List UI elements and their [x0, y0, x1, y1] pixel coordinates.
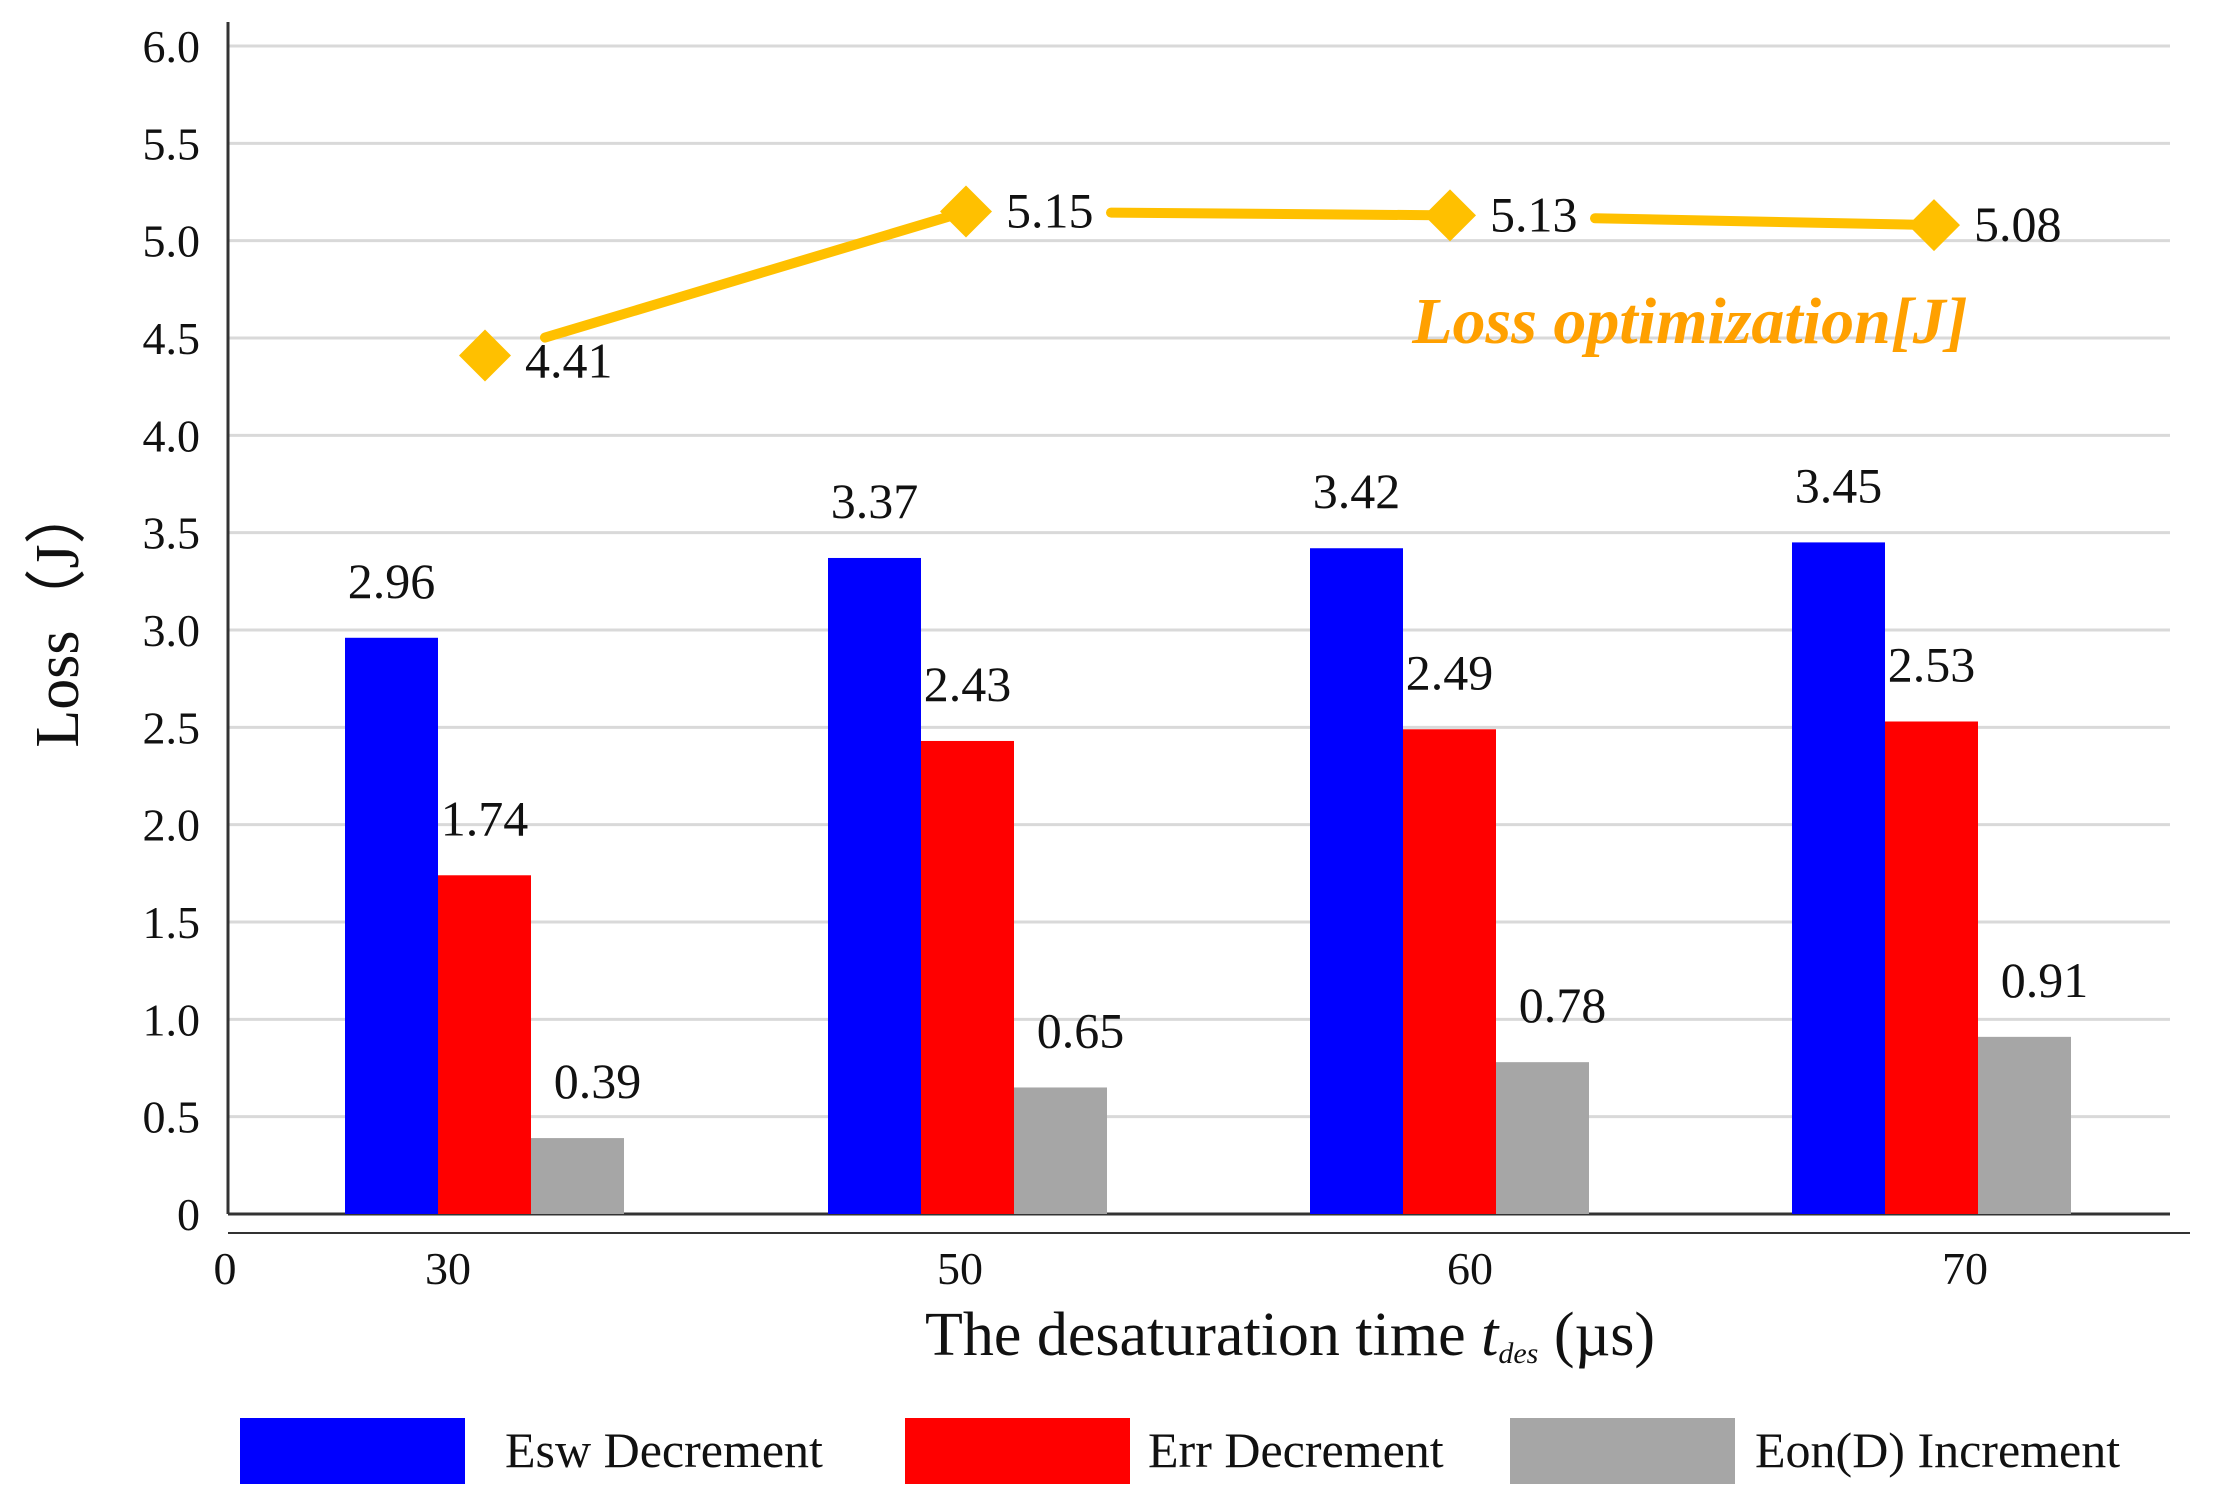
- y-tick-label: 2.5: [143, 702, 201, 753]
- bar-esw-decrement-60: [1310, 548, 1403, 1214]
- bar-eon-d-increment-70: [1978, 1036, 2071, 1214]
- y-tick-labels: 0 0.5 1.0 1.5 2.0 2.5 3.0 3.5 4.0 4.5 5.0 5.5 6.0: [143, 21, 201, 1240]
- bar-data-label: 1.74: [441, 790, 529, 846]
- x-axis-label-symbol: t: [1481, 1301, 1500, 1369]
- y-tick-label: 6.0: [143, 21, 201, 72]
- bar-esw-decrement-70: [1792, 542, 1885, 1214]
- bar-data-label: 0.65: [1037, 1002, 1125, 1058]
- x-axis-label: The desaturation time tdes (µs): [925, 1301, 1655, 1370]
- bar-data-label: 0.39: [554, 1053, 642, 1109]
- x-axis-label-suffix: (µs): [1538, 1301, 1655, 1369]
- bar-err-decrement-50: [921, 740, 1014, 1214]
- line-segment: [1106, 207, 1455, 221]
- legend: Esw Decrement Err Decrement Eon(D) Increme…: [240, 1418, 2120, 1484]
- x-tick-label: 30: [425, 1243, 471, 1294]
- bar-esw-decrement-50: [828, 557, 921, 1214]
- x-origin-label: 0: [214, 1243, 237, 1294]
- line-marker: [459, 329, 511, 382]
- x-axis-label-subscript: des: [1498, 1337, 1538, 1370]
- line-data-label: 5.15: [1006, 182, 1094, 238]
- line-data-label: 5.08: [1974, 196, 2062, 252]
- y-axis-label: Loss（J）: [24, 482, 92, 747]
- y-tick-label: 0: [177, 1189, 200, 1240]
- y-tick-label: 2.0: [143, 800, 201, 851]
- line-marker: [1424, 189, 1476, 242]
- bar-eon-d-increment-30: [531, 1138, 624, 1214]
- legend-swatch-err-decrement: [905, 1418, 1130, 1484]
- bar-data-label: 2.96: [348, 553, 436, 609]
- x-axis-label-prefix: The desaturation time: [925, 1301, 1481, 1369]
- legend-label: Esw Decrement: [505, 1422, 823, 1478]
- bar-data-label: 3.42: [1313, 463, 1401, 519]
- x-tick-label: 70: [1942, 1243, 1988, 1294]
- legend-swatch-eon-d-increment: [1510, 1418, 1735, 1484]
- y-tick-label: 3.0: [143, 605, 201, 656]
- bar-esw-decrement-30: [345, 637, 438, 1214]
- line-segment: [1590, 213, 1939, 231]
- y-tick-label: 4.5: [143, 313, 201, 364]
- legend-label: Err Decrement: [1148, 1422, 1444, 1478]
- legend-label: Eon(D) Increment: [1755, 1422, 2120, 1478]
- bar-eon-d-increment-60: [1496, 1062, 1589, 1214]
- y-tick-label: 1.0: [143, 994, 201, 1045]
- bar-data-labels: 2.96 3.37 3.42 3.45 1.74 2.43 2.49 2.53 0.39 0.65…: [348, 457, 2089, 1109]
- y-tick-label: 5.0: [143, 216, 201, 267]
- x-tick-label: 60: [1447, 1243, 1493, 1294]
- line-segment: [540, 206, 971, 343]
- y-tick-label: 1.5: [143, 897, 201, 948]
- bar-data-label: 0.78: [1519, 977, 1607, 1033]
- y-tick-label: 0.5: [143, 1092, 201, 1143]
- bars: [345, 542, 2071, 1214]
- x-tick-label: 50: [937, 1243, 983, 1294]
- x-tick-labels: 30 50 60 70: [425, 1243, 1988, 1294]
- line-marker: [1908, 199, 1960, 252]
- bar-err-decrement-30: [438, 875, 531, 1214]
- bar-data-label: 2.53: [1888, 636, 1976, 692]
- bar-data-label: 3.37: [831, 473, 919, 529]
- y-tick-label: 4.0: [143, 410, 201, 461]
- y-tick-label: 3.5: [143, 508, 201, 559]
- bar-err-decrement-60: [1403, 729, 1496, 1214]
- line-data-label: 5.13: [1490, 186, 1578, 242]
- bar-data-label: 2.49: [1406, 644, 1494, 700]
- bar-err-decrement-70: [1885, 721, 1978, 1214]
- y-tick-label: 5.5: [143, 118, 201, 169]
- bar-eon-d-increment-50: [1014, 1087, 1107, 1214]
- bar-data-label: 0.91: [2001, 952, 2089, 1008]
- series-title-loss-optimization: Loss optimization[J]: [1411, 285, 1968, 358]
- loss-optimization-line: 4.41 5.15 5.13 5.08: [459, 182, 2062, 389]
- legend-swatch-esw-decrement: [240, 1418, 465, 1484]
- grid-lines: [228, 44, 2170, 1119]
- line-data-label: 4.41: [525, 333, 613, 389]
- bar-data-label: 2.43: [924, 656, 1012, 712]
- line-marker: [940, 185, 992, 238]
- bar-data-label: 3.45: [1795, 457, 1883, 513]
